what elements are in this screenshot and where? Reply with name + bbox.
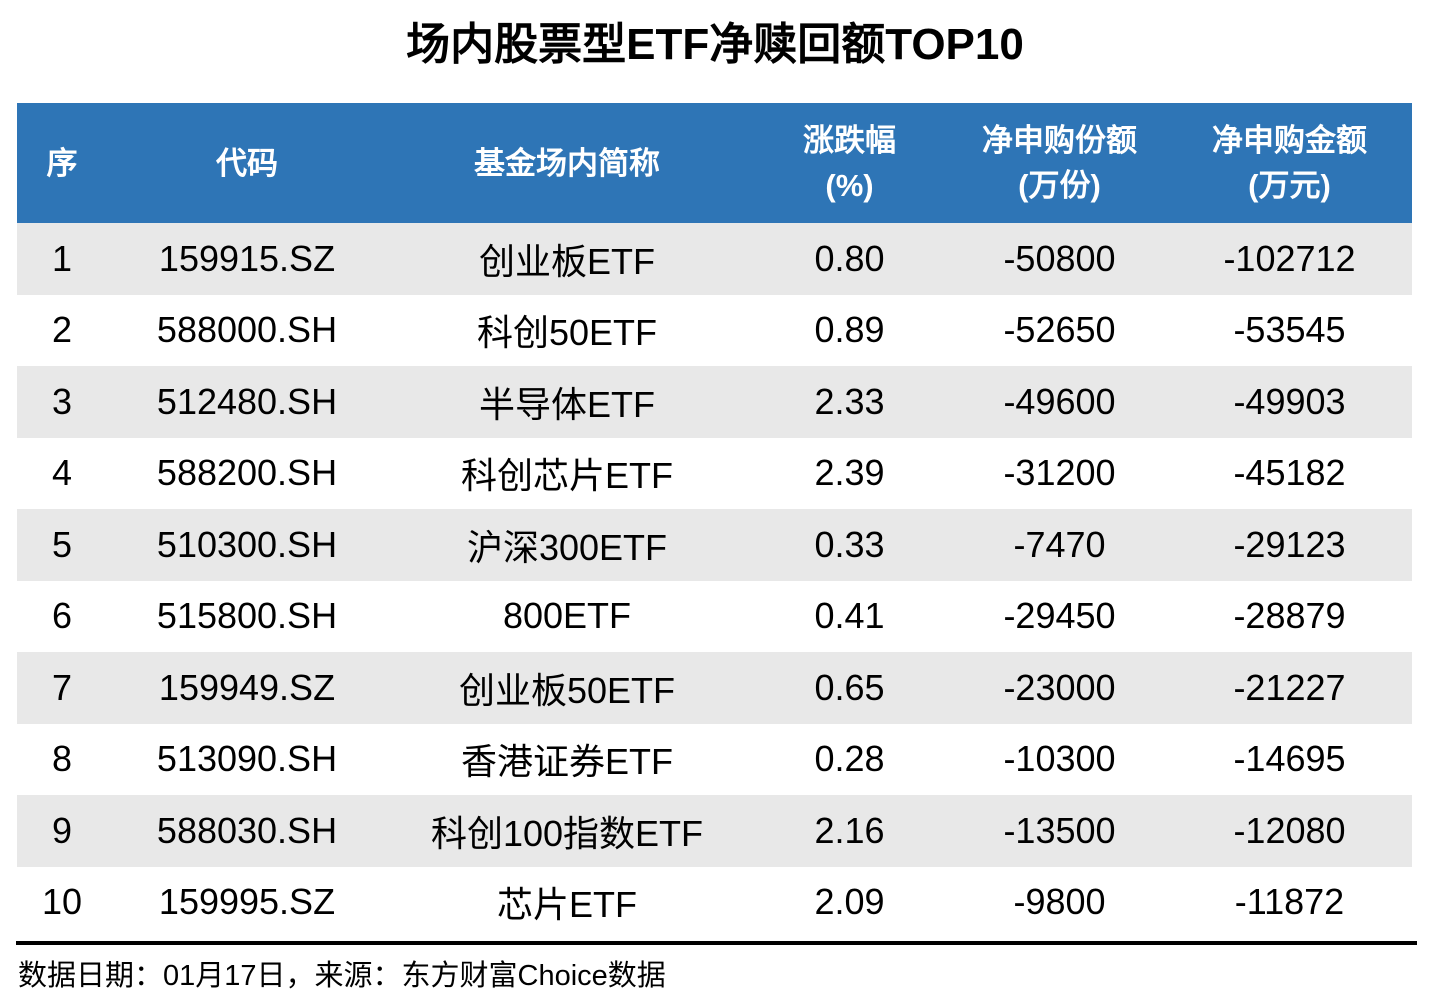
table-cell: -28879	[1233, 595, 1346, 637]
table-row: 1 159915.SZ 创业板ETF 0.80 -50800 -102712	[17, 223, 1412, 295]
table-cell: -31200	[1003, 452, 1116, 494]
column-header-unit: (%)	[825, 168, 874, 203]
table-cell: -53545	[1233, 309, 1346, 351]
table-cell: 8	[51, 738, 73, 780]
table-row: 2 588000.SH 科创50ETF 0.89 -52650 -53545	[17, 294, 1412, 366]
table-cell: 7	[51, 666, 73, 708]
table-cell: 科创50ETF	[476, 312, 658, 354]
table-row: 5 510300.SH 沪深300ETF 0.33 -7470 -29123	[17, 509, 1412, 581]
table-cell: 沪深300ETF	[466, 526, 668, 568]
table-cell: 512480.SH	[156, 380, 338, 422]
table-cell: 510300.SH	[156, 523, 338, 565]
table-cell: -13500	[1003, 809, 1116, 851]
table-row: 3 512480.SH 半导体ETF 2.33 -49600 -49903	[17, 366, 1412, 438]
table-cell: 科创100指数ETF	[430, 812, 704, 854]
table-cell: 0.89	[814, 309, 885, 351]
column-header: 净申购金额 (万元)	[1167, 103, 1412, 223]
table-cell: -7470	[1013, 523, 1106, 565]
table-cell: 香港证券ETF	[461, 741, 673, 783]
table-cell: 2.09	[814, 881, 885, 923]
table-row: 10 159995.SZ 芯片ETF 2.09 -9800 -11872	[17, 866, 1412, 938]
table-cell: 2.16	[814, 809, 885, 851]
column-header-label: 序	[46, 145, 78, 181]
column-header-label: 基金场内简称	[474, 145, 660, 181]
column-header-unit: (万元)	[1248, 168, 1331, 203]
column-header: 序	[17, 103, 107, 223]
table-cell: 9	[51, 809, 73, 851]
table-cell: 800ETF	[502, 595, 632, 637]
table-row: 6 515800.SH 800ETF 0.41 -29450 -28879	[17, 580, 1412, 652]
table-cell: -14695	[1233, 738, 1346, 780]
table-cell: 创业板ETF	[479, 240, 655, 282]
table-cell: 2.39	[814, 452, 885, 494]
table-cell: -12080	[1233, 809, 1346, 851]
table-cell: -49903	[1233, 380, 1346, 422]
table-cell: 芯片ETF	[497, 884, 637, 926]
table-cell: 588030.SH	[156, 809, 338, 851]
column-header: 代码	[107, 103, 387, 223]
table-row: 9 588030.SH 科创100指数ETF 2.16 -13500 -12080	[17, 795, 1412, 867]
table-row: 7 159949.SZ 创业板50ETF 0.65 -23000 -21227	[17, 652, 1412, 724]
table-cell: -52650	[1003, 309, 1116, 351]
table-cell: -49600	[1003, 380, 1116, 422]
table-cell: 2	[51, 309, 73, 351]
table-cell: 0.65	[814, 666, 885, 708]
column-header-label: 净申购金额	[1212, 123, 1367, 158]
column-header: 净申购份额 (万份)	[952, 103, 1167, 223]
table-cell: 0.33	[814, 523, 885, 565]
table-cell: 0.80	[814, 237, 885, 279]
table-cell: 10	[41, 881, 83, 923]
table-body: 1 159915.SZ 创业板ETF 0.80 -50800 -102712 2 588000…	[17, 223, 1412, 938]
table-cell: -11872	[1234, 881, 1345, 923]
table-cell: 159949.SZ	[158, 666, 336, 708]
column-header: 涨跌幅 (%)	[747, 103, 952, 223]
table-cell: 515800.SH	[156, 595, 338, 637]
table-cell: 半导体ETF	[479, 383, 655, 425]
table-cell: 科创芯片ETF	[461, 455, 673, 497]
table-cell: 588200.SH	[156, 452, 338, 494]
column-header-unit: (万份)	[1018, 168, 1101, 203]
column-header-label: 净申购份额	[982, 123, 1137, 158]
etf-redemption-table: 序 代码 基金场内简称 涨跌幅 (%) 净申购份额 (万份) 净申购金额 (万元) 1 15991…	[17, 103, 1412, 938]
footer-divider	[16, 941, 1417, 945]
table-cell: 1	[51, 237, 73, 279]
table-cell: 159915.SZ	[158, 237, 336, 279]
data-source-note: 数据日期：01月17日，来源：东方财富Choice数据	[18, 960, 666, 992]
table-cell: 6	[51, 595, 73, 637]
table-cell: -102712	[1223, 237, 1356, 279]
table-cell: -21227	[1233, 666, 1346, 708]
table-cell: 513090.SH	[156, 738, 338, 780]
table-cell: -29450	[1003, 595, 1116, 637]
table-cell: -29123	[1233, 523, 1346, 565]
table-cell: -45182	[1233, 452, 1346, 494]
table-cell: -50800	[1003, 237, 1116, 279]
table-cell: 159995.SZ	[158, 881, 336, 923]
table-cell: 0.41	[814, 595, 885, 637]
column-header-label: 涨跌幅	[803, 123, 896, 158]
table-cell: -9800	[1013, 881, 1106, 923]
table-cell: 0.28	[814, 738, 885, 780]
page-title: 场内股票型ETF净赎回额TOP10	[406, 20, 1024, 69]
table-cell: 创业板50ETF	[458, 669, 676, 711]
table-cell: 2.33	[814, 380, 885, 422]
table-cell: 5	[51, 523, 73, 565]
table-cell: -10300	[1003, 738, 1116, 780]
column-header-label: 代码	[216, 145, 278, 181]
table-header-row: 序 代码 基金场内简称 涨跌幅 (%) 净申购份额 (万份) 净申购金额 (万元)	[17, 103, 1412, 223]
table-cell: 4	[51, 452, 73, 494]
table-cell: 588000.SH	[156, 309, 338, 351]
table-row: 4 588200.SH 科创芯片ETF 2.39 -31200 -45182	[17, 437, 1412, 509]
column-header: 基金场内简称	[387, 103, 747, 223]
table-cell: -23000	[1003, 666, 1116, 708]
table-row: 8 513090.SH 香港证券ETF 0.28 -10300 -14695	[17, 723, 1412, 795]
table-cell: 3	[51, 380, 73, 422]
